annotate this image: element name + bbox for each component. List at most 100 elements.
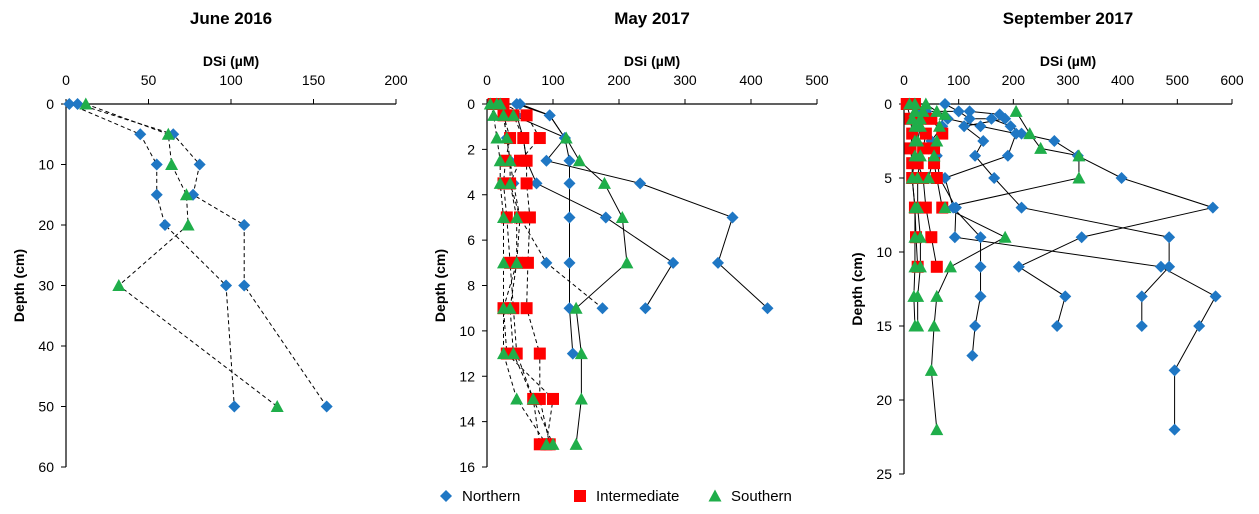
data-point-intermediate (547, 392, 559, 405)
data-point-southern (927, 149, 941, 162)
x-axis-label: DSi (µM) (1040, 53, 1096, 69)
y-tick-label: 0 (46, 96, 54, 112)
y-tick-label: 40 (38, 338, 54, 354)
y-tick-label: 14 (459, 414, 475, 430)
data-point-southern (503, 154, 517, 167)
data-point-northern (1168, 364, 1181, 377)
chart-title: May 2017 (614, 9, 690, 28)
data-point-intermediate (521, 256, 534, 269)
data-point-southern (493, 97, 507, 110)
data-point-intermediate (517, 132, 530, 145)
legend-item-northern: Northern (440, 488, 520, 505)
data-point-northern (963, 112, 976, 125)
data-point-southern (930, 104, 944, 117)
y-tick-label: 25 (876, 466, 892, 482)
profile-line-northern (77, 103, 328, 407)
data-point-southern (911, 289, 925, 302)
data-point-northern (1209, 290, 1222, 303)
data-point-northern (1168, 423, 1181, 436)
x-tick-label: 400 (739, 72, 763, 88)
data-point-northern (1193, 320, 1206, 332)
x-tick-label: 0 (900, 72, 908, 88)
data-point-northern (977, 135, 990, 147)
data-point-southern (179, 188, 193, 201)
data-point-southern (503, 301, 517, 314)
data-point-southern (927, 319, 941, 332)
legend-label: Northern (462, 488, 520, 505)
x-tick-label: 300 (1056, 72, 1080, 88)
data-point-intermediate (520, 109, 533, 122)
chart-panel-june-2016: June 2016 DSi (µM) Depth (cm) 0 50 100 150 200 0… (11, 9, 408, 475)
data-point-southern (913, 260, 927, 273)
y-tick-label: 30 (38, 278, 54, 294)
data-point-southern (497, 347, 510, 360)
data-point-northern (958, 120, 971, 133)
data-point-northern (563, 256, 576, 269)
x-tick-label: 100 (219, 72, 243, 88)
y-tick-label: 16 (459, 459, 475, 475)
profile-line-southern (85, 103, 278, 407)
data-point-southern (497, 210, 510, 223)
y-tick-label: 5 (884, 170, 892, 186)
data-point-northern (159, 219, 171, 231)
data-point-northern (726, 211, 739, 224)
y-tick-label: 6 (467, 232, 475, 248)
x-tick-label: 100 (947, 72, 971, 88)
data-point-northern (712, 256, 724, 269)
data-point-southern (911, 201, 925, 214)
x-tick-label: 150 (302, 72, 326, 88)
data-point-northern (540, 154, 553, 167)
data-point-southern (112, 279, 126, 292)
y-tick-label: 0 (884, 96, 892, 112)
data-point-northern (71, 98, 84, 110)
data-point-southern (998, 230, 1012, 243)
data-point-northern (974, 231, 987, 244)
data-point-northern (1004, 120, 1017, 133)
data-point-southern (911, 319, 925, 332)
data-point-southern (930, 134, 944, 147)
data-point-southern (615, 210, 629, 223)
x-tick-label: 200 (384, 72, 408, 88)
y-axis-label: Depth (cm) (11, 249, 27, 322)
data-point-southern (1023, 127, 1037, 140)
data-point-northern (1010, 127, 1023, 140)
data-point-northern (974, 260, 987, 273)
data-point-intermediate (533, 347, 546, 360)
data-point-southern (1009, 104, 1023, 117)
data-point-northern (952, 105, 965, 118)
x-tick-label: 500 (1166, 72, 1190, 88)
data-point-southern (572, 154, 586, 167)
data-point-southern (908, 97, 922, 110)
y-tick-label: 0 (467, 96, 475, 112)
data-point-southern (1072, 171, 1086, 184)
legend-item-intermediate: Intermediate (574, 488, 679, 505)
x-tick-label: 200 (607, 72, 631, 88)
data-point-southern (510, 256, 524, 269)
data-point-northern (530, 177, 543, 190)
data-point-northern (1115, 172, 1128, 184)
data-point-northern (134, 128, 147, 141)
x-tick-label: 0 (62, 72, 70, 88)
y-tick-label: 10 (876, 244, 892, 260)
profile-line-northern (911, 103, 1170, 326)
data-point-southern (1072, 149, 1086, 162)
data-point-northern (1163, 260, 1176, 273)
data-point-southern (559, 131, 573, 144)
data-point-intermediate (925, 231, 938, 244)
data-point-northern (238, 279, 251, 292)
data-point-northern (761, 302, 774, 315)
data-point-intermediate (520, 177, 533, 190)
data-point-southern (913, 230, 927, 243)
data-point-intermediate (930, 172, 943, 184)
data-point-northern (988, 172, 1001, 184)
x-tick-label: 400 (1111, 72, 1135, 88)
data-point-southern (911, 171, 925, 184)
data-point-northern (63, 98, 76, 110)
data-point-northern (1135, 290, 1148, 303)
chart-title: September 2017 (1003, 9, 1133, 28)
x-tick-label: 200 (1002, 72, 1026, 88)
data-point-northern (543, 109, 556, 122)
data-point-intermediate (523, 211, 536, 224)
data-point-northern (1206, 201, 1219, 214)
